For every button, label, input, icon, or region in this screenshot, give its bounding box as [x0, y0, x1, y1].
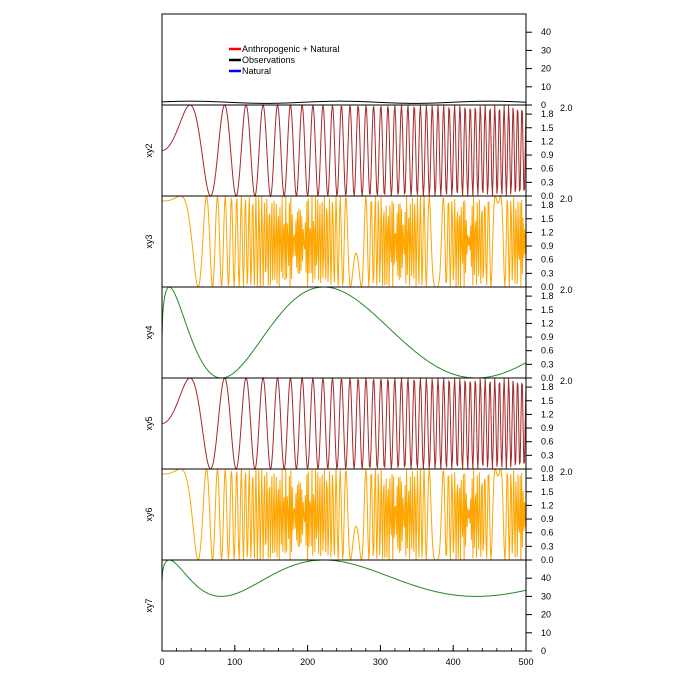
panel-1: 0 10 20 30 40 [161, 13, 551, 110]
y-tick-label: 0 [541, 100, 546, 110]
y-tick-label: 40 [541, 27, 551, 37]
y-tick-label: 2.0 [560, 467, 573, 477]
panel-5: 0.0 0.3 0.6 0.9 1.2 1.5 1.8 2.0 xy5 [144, 376, 573, 474]
y-tick-label: 0.9 [541, 423, 554, 433]
x-tick-label: 100 [227, 657, 242, 667]
y-tick-label: 1.5 [541, 305, 554, 315]
legend: Anthropogenic + Natural Observations Nat… [229, 44, 339, 76]
y-tick-label: 1.5 [541, 396, 554, 406]
y-tick-label: 0.6 [541, 437, 554, 447]
y-axis-label: xy6 [144, 507, 154, 521]
y-tick-label: 1.8 [541, 382, 554, 392]
series-line-observations [161, 100, 527, 104]
y-tick-label: 10 [541, 628, 551, 638]
y-tick-label: 10 [541, 82, 551, 92]
panel-frame [161, 559, 527, 652]
legend-label: Natural [242, 66, 271, 76]
x-tick-label: 300 [373, 657, 388, 667]
y-axis-label: xy2 [144, 143, 154, 157]
y-tick-label: 1.5 [541, 214, 554, 224]
x-axis: 0 100 200 300 400 500 [159, 645, 534, 667]
y-tick-label: 0.0 [541, 555, 554, 565]
panel-4: 0.0 0.3 0.6 0.9 1.2 1.5 1.8 2.0 xy4 [144, 285, 573, 383]
legend-label: Anthropogenic + Natural [242, 44, 339, 54]
y-tick-label: 40 [541, 573, 551, 583]
y-tick-label: 0 [541, 646, 546, 656]
y-axis-label: xy3 [144, 234, 154, 248]
series-line-xy5 [161, 376, 527, 471]
y-tick-label: 0.6 [541, 255, 554, 265]
y-tick-label: 2.0 [560, 103, 573, 113]
y-tick-label: 1.8 [541, 473, 554, 483]
y-tick-label: 0.6 [541, 528, 554, 538]
series-line-xy2 [161, 103, 527, 198]
y-axis-label: xy4 [144, 325, 154, 339]
y-tick-label: 1.8 [541, 200, 554, 210]
series-line-xy3 [162, 194, 527, 289]
y-tick-label: 1.5 [541, 487, 554, 497]
y-tick-label: 1.2 [541, 136, 554, 146]
y-tick-label: 30 [541, 591, 551, 601]
y-tick-label: 1.5 [541, 123, 554, 133]
y-tick-label: 0.3 [541, 177, 554, 187]
y-tick-label: 0.3 [541, 359, 554, 369]
series-line-xy4 [161, 286, 527, 379]
y-tick-label: 0.3 [541, 268, 554, 278]
y-tick-label: 0.0 [541, 282, 554, 292]
y-tick-label: 1.2 [541, 409, 554, 419]
y-tick-label: 0.9 [541, 332, 554, 342]
y-tick-label: 0.6 [541, 346, 554, 356]
y-tick-label: 0.9 [541, 514, 554, 524]
y-tick-label: 20 [541, 64, 551, 74]
x-tick-label: 400 [446, 657, 461, 667]
x-tick-label: 200 [300, 657, 315, 667]
series-line-xy7 [161, 559, 527, 597]
x-tick-label: 500 [518, 657, 533, 667]
y-tick-label: 1.2 [541, 500, 554, 510]
y-tick-label: 0.9 [541, 241, 554, 251]
y-tick-label: 0.3 [541, 541, 554, 551]
legend-label: Observations [242, 55, 296, 65]
y-tick-label: 0.0 [541, 373, 554, 383]
panel-frame [161, 13, 527, 106]
panel-6: 0.0 0.3 0.6 0.9 1.2 1.5 1.8 2.0 xy6 [144, 467, 573, 565]
y-tick-label: 30 [541, 45, 551, 55]
y-tick-label: 1.8 [541, 109, 554, 119]
panel-3: 0.0 0.3 0.6 0.9 1.2 1.5 1.8 2.0 xy3 [144, 194, 573, 292]
y-tick-label: 0.3 [541, 450, 554, 460]
y-tick-label: 2.0 [560, 376, 573, 386]
panel-7: 0 10 20 30 40 xy7 [144, 559, 551, 656]
y-tick-label: 1.2 [541, 227, 554, 237]
y-tick-label: 20 [541, 610, 551, 620]
x-tick-label: 0 [159, 657, 164, 667]
y-tick-label: 2.0 [560, 194, 573, 204]
panel-frame [161, 286, 527, 379]
panel-2: 0.0 0.3 0.6 0.9 1.2 1.5 1.8 2.0 xy2 [144, 103, 573, 201]
y-axis-label: xy7 [144, 598, 154, 612]
y-tick-label: 0.9 [541, 150, 554, 160]
y-tick-label: 0.0 [541, 191, 554, 201]
y-tick-label: 0.0 [541, 464, 554, 474]
series-line-xy6 [162, 467, 527, 562]
y-axis-label: xy5 [144, 416, 154, 430]
y-tick-label: 1.8 [541, 291, 554, 301]
y-tick-label: 1.2 [541, 318, 554, 328]
y-tick-label: 0.6 [541, 164, 554, 174]
y-tick-label: 2.0 [560, 285, 573, 295]
